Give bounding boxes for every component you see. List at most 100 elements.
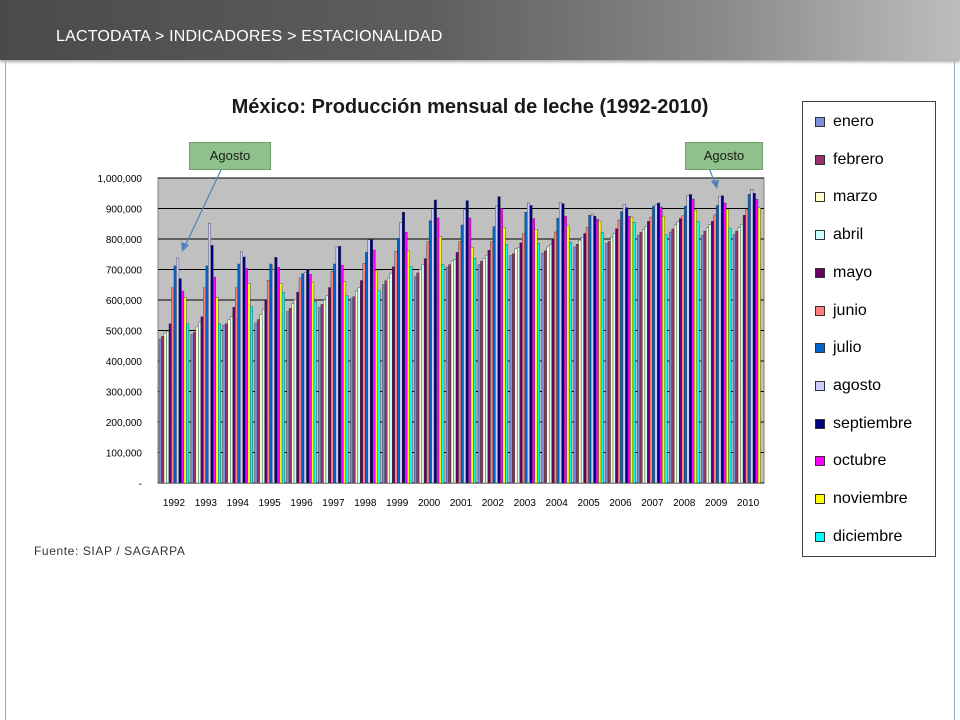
bar-mayo-1997 xyxy=(328,287,332,484)
bar-septiembre-1992 xyxy=(178,278,182,484)
bar-septiembre-2005 xyxy=(593,215,597,484)
bar-junio-2009 xyxy=(713,214,717,484)
bar-octubre-1997 xyxy=(340,265,344,484)
bar-agosto-1997 xyxy=(335,246,339,484)
x-tick-label: 1995 xyxy=(259,498,282,509)
bar-septiembre-1997 xyxy=(338,246,342,484)
x-tick-label: 2003 xyxy=(514,498,537,509)
legend-item-julio: julio xyxy=(815,336,861,360)
bar-julio-1992 xyxy=(173,265,177,484)
bar-marzo-2003 xyxy=(514,248,518,484)
bar-enero-2000 xyxy=(413,276,417,484)
bar-marzo-2006 xyxy=(610,236,614,484)
bar-agosto-1999 xyxy=(399,222,403,484)
bar-marzo-1996 xyxy=(291,303,295,484)
chart-title: México: Producción mensual de leche (199… xyxy=(231,96,709,118)
bar-febrero-2006 xyxy=(607,241,611,484)
bar-octubre-2000 xyxy=(436,217,440,484)
bar-julio-1999 xyxy=(397,238,400,484)
legend-label: mayo xyxy=(833,263,873,281)
bar-octubre-2005 xyxy=(595,218,599,484)
x-tick-label: 1996 xyxy=(290,498,313,509)
bar-enero-1994 xyxy=(222,324,226,484)
legend-label: noviembre xyxy=(833,490,908,507)
bar-agosto-2002 xyxy=(495,205,499,484)
bar-abril-1994 xyxy=(230,316,233,484)
bar-febrero-1996 xyxy=(288,308,292,484)
y-tick-label: 400,000 xyxy=(106,357,143,368)
x-tick-label: 2001 xyxy=(450,498,473,509)
bar-junio-2003 xyxy=(522,233,525,484)
bar-septiembre-1993 xyxy=(210,245,214,484)
legend-label: octubre xyxy=(833,452,887,470)
bar-octubre-2010 xyxy=(755,199,759,484)
bar-marzo-2004 xyxy=(546,246,550,484)
bar-noviembre-1998 xyxy=(375,269,378,484)
y-axis-ticks: - 100,000 200,000 300,000 400,000 500,000 600,… xyxy=(98,174,143,490)
bar-diciembre-2001 xyxy=(473,258,477,484)
bar-julio-2010 xyxy=(747,193,751,484)
bar-agosto-2009 xyxy=(718,196,722,484)
bar-marzo-2008 xyxy=(674,224,677,484)
legend-swatch xyxy=(815,117,825,127)
x-tick-label: 1993 xyxy=(195,498,218,509)
bar-diciembre-1997 xyxy=(345,295,349,484)
legend: enero febrero marzo abril mayo junio julio agos… xyxy=(802,101,936,557)
bar-agosto-1996 xyxy=(303,272,307,484)
bar-octubre-1993 xyxy=(213,276,217,484)
bar-abril-1993 xyxy=(198,321,202,484)
bar-junio-2007 xyxy=(649,216,653,484)
bar-marzo-2001 xyxy=(450,260,454,484)
x-tick-label: 1997 xyxy=(322,498,345,509)
legend-swatch xyxy=(815,267,825,278)
bar-noviembre-2003 xyxy=(534,229,538,484)
agosto-callout-right: Agosto xyxy=(685,142,763,170)
bar-septiembre-1998 xyxy=(370,239,373,484)
bar-julio-1994 xyxy=(237,263,241,484)
legend-label: marzo xyxy=(833,188,878,206)
bar-octubre-1995 xyxy=(276,267,280,484)
bar-junio-1994 xyxy=(235,287,238,484)
bar-mayo-1993 xyxy=(200,316,204,484)
legend-swatch xyxy=(815,192,825,203)
bar-septiembre-2010 xyxy=(752,193,756,484)
bar-abril-2006 xyxy=(612,233,616,484)
bar-noviembre-2009 xyxy=(725,208,729,484)
bar-septiembre-1995 xyxy=(274,257,278,484)
x-tick-label: 1998 xyxy=(354,498,377,509)
legend-label: agosto xyxy=(833,376,882,394)
bar-abril-1996 xyxy=(293,299,297,484)
bar-diciembre-1993 xyxy=(218,323,221,484)
bar-junio-2001 xyxy=(458,241,462,484)
bar-mayo-2004 xyxy=(551,239,555,484)
bar-noviembre-1992 xyxy=(183,297,187,484)
y-tick-label: 900,000 xyxy=(106,205,143,216)
bar-enero-1996 xyxy=(286,311,290,484)
legend-label: enero xyxy=(833,113,874,130)
bar-mayo-2000 xyxy=(423,258,427,484)
callout-arrowhead-right xyxy=(711,180,719,189)
bar-diciembre-1992 xyxy=(186,323,190,484)
x-tick-label: 2006 xyxy=(609,498,632,509)
bar-septiembre-1996 xyxy=(306,269,310,484)
callout-arrow-left xyxy=(183,167,223,249)
legend-swatch xyxy=(815,531,825,542)
bar-diciembre-2004 xyxy=(568,242,572,484)
bar-junio-2004 xyxy=(553,231,557,484)
legend-item-febrero: febrero xyxy=(815,148,884,172)
bar-octubre-2008 xyxy=(691,198,695,484)
bar-mayo-2010 xyxy=(742,215,746,484)
bar-junio-2000 xyxy=(426,241,430,484)
x-tick-label: 1992 xyxy=(163,498,186,509)
bar-abril-2000 xyxy=(421,264,425,484)
bar-abril-1999 xyxy=(389,272,393,484)
bar-junio-1997 xyxy=(330,271,334,484)
bar-marzo-1993 xyxy=(195,326,199,484)
bar-octubre-2006 xyxy=(627,216,631,484)
bar-enero-2005 xyxy=(573,246,577,484)
bar-febrero-2002 xyxy=(480,261,484,484)
bar-noviembre-1999 xyxy=(406,250,410,484)
bar-septiembre-2008 xyxy=(689,194,692,484)
bar-diciembre-1994 xyxy=(249,306,253,484)
bar-abril-1997 xyxy=(325,295,329,484)
